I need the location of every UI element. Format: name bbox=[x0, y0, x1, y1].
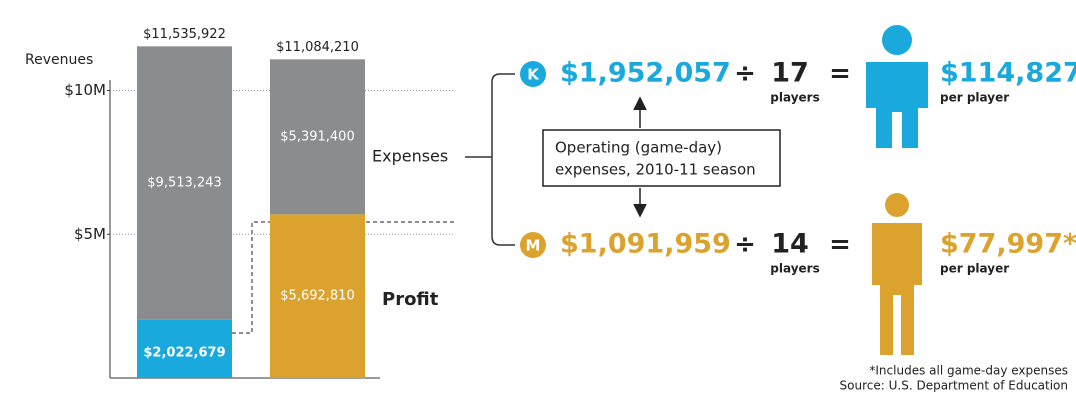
value-label: $9,513,243 bbox=[147, 176, 221, 191]
divide-sign: ÷ bbox=[734, 59, 756, 89]
team-letter: K bbox=[527, 66, 540, 84]
players-label: players bbox=[770, 91, 819, 105]
expenses-label: Expenses bbox=[372, 147, 448, 166]
bracket bbox=[465, 73, 515, 246]
note-box bbox=[542, 129, 781, 187]
total-label: $11,084,210 bbox=[276, 40, 359, 55]
players-count: 17 bbox=[771, 58, 809, 89]
expenses-value: $1,952,057 bbox=[560, 58, 731, 89]
note-line: expenses, 2010-11 season bbox=[555, 161, 756, 179]
y-tick-label: $10M bbox=[64, 81, 106, 99]
divide-sign: ÷ bbox=[734, 230, 756, 260]
players-count: 14 bbox=[771, 229, 809, 260]
players-label: players bbox=[770, 262, 819, 276]
per-player-label: per player bbox=[940, 262, 1009, 276]
team-badge bbox=[520, 232, 546, 258]
expenses-value: $1,091,959 bbox=[560, 229, 731, 260]
team-letter: M bbox=[526, 237, 541, 255]
footnote: *Includes all game-day expenses bbox=[869, 364, 1068, 378]
note-arrows bbox=[633, 96, 647, 218]
y-tick-label: $5M bbox=[74, 225, 106, 243]
value-label: $5,692,810 bbox=[280, 289, 354, 304]
per-player-value: $114,827* bbox=[940, 58, 1076, 89]
bar-segment bbox=[137, 46, 232, 320]
note-line: Operating (game-day) bbox=[555, 139, 722, 157]
person-icon bbox=[866, 25, 928, 148]
footnote: Source: U.S. Department of Education bbox=[840, 379, 1068, 393]
total-label: $11,535,922 bbox=[143, 27, 226, 42]
value-label: $2,022,679 bbox=[143, 345, 225, 360]
y-axis-label: Revenues bbox=[25, 52, 93, 68]
bar-segment bbox=[137, 319, 232, 378]
per-player-value: $77,997* bbox=[940, 229, 1076, 260]
equals-sign: = bbox=[829, 59, 851, 89]
team-badge bbox=[520, 61, 546, 87]
person-icon bbox=[872, 193, 922, 355]
bar-segment bbox=[270, 214, 365, 378]
bar-segment bbox=[270, 59, 365, 215]
profit-label: Profit bbox=[382, 289, 439, 310]
per-player-label: per player bbox=[940, 91, 1009, 105]
equals-sign: = bbox=[829, 230, 851, 260]
value-label: $5,391,400 bbox=[280, 129, 354, 144]
